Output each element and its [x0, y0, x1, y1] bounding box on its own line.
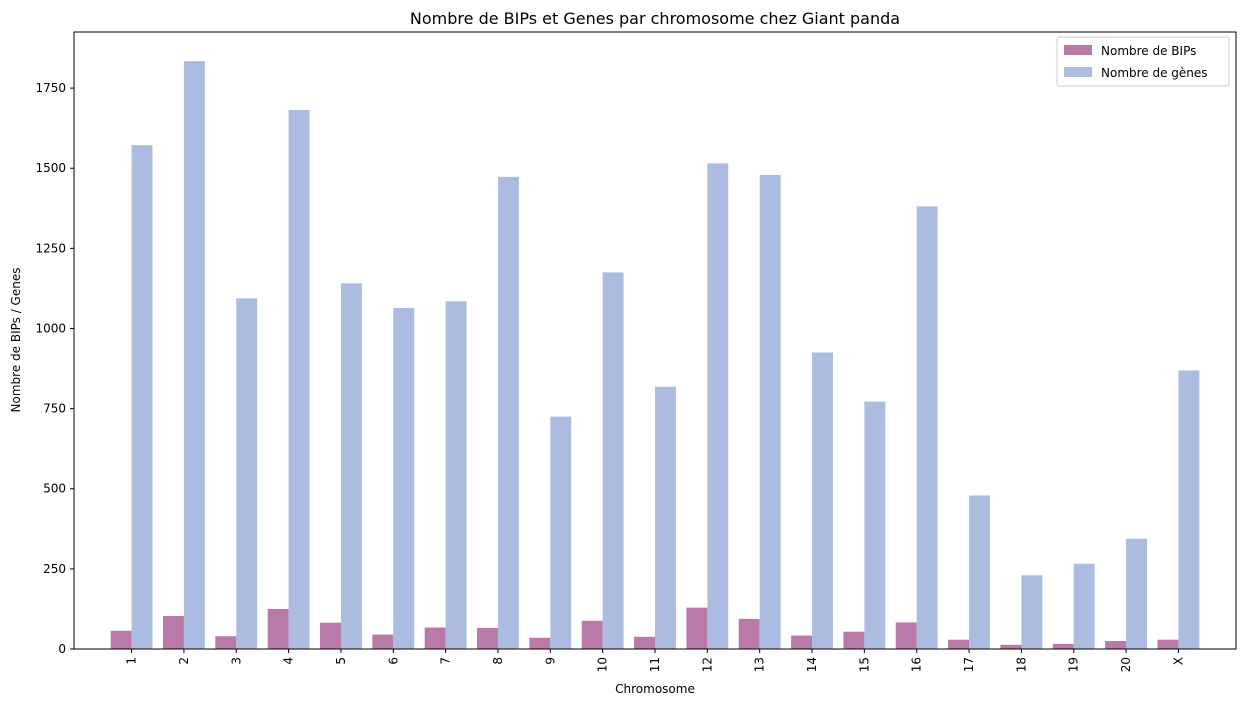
legend: Nombre de BIPs Nombre de gènes: [1056, 36, 1230, 87]
bar-bips-16: [895, 622, 917, 649]
bar-genes-8: [497, 176, 519, 649]
x-tick-label: X: [1171, 657, 1185, 665]
x-tick-label: 3: [229, 657, 243, 665]
x-tick-label: 20: [1119, 657, 1133, 672]
bar-genes-12: [707, 163, 729, 649]
x-tick-label: 17: [962, 657, 976, 672]
bar-genes-5: [340, 283, 362, 649]
bar-genes-16: [916, 206, 938, 650]
x-tick-label: 18: [1014, 657, 1028, 672]
x-tick-label: 19: [1067, 657, 1081, 672]
bar-bips-10: [581, 620, 603, 649]
y-tick-label: 250: [43, 562, 66, 576]
bar-genes-10: [602, 272, 624, 649]
legend-frame: [1056, 36, 1230, 87]
bar-bips-17: [948, 639, 970, 649]
x-tick-label: 11: [648, 657, 662, 672]
y-tick-label: 1500: [35, 161, 66, 175]
bar-bips-6: [372, 634, 394, 649]
x-tick-label: 1: [125, 657, 139, 665]
legend-label-genes: Nombre de gènes: [1101, 66, 1208, 80]
bar-genes-9: [550, 416, 572, 649]
bar-bips-3: [215, 636, 237, 649]
bar-bips-5: [320, 622, 341, 649]
bar-bips-4: [267, 608, 289, 649]
x-tick-label: 15: [857, 657, 871, 672]
y-tick-label: 1000: [35, 321, 66, 335]
x-axis-ticks: 1 2 3 4 5 6 7 8 9 10 11 12 13 14 15 16 17 18 19 20 X: [125, 649, 1185, 672]
bar-bips-19: [1052, 643, 1074, 649]
legend-label-bips: Nombre de BIPs: [1101, 44, 1196, 58]
x-tick-label: 5: [334, 657, 348, 665]
bar-genes-15: [864, 401, 886, 649]
bar-genes-6: [393, 307, 415, 649]
x-tick-label: 6: [386, 657, 400, 665]
x-tick-label: 4: [282, 657, 296, 665]
bar-bips-1: [110, 630, 132, 649]
bar-genes-1: [131, 145, 153, 649]
bar-bips-13: [738, 618, 760, 649]
x-tick-label: 13: [753, 657, 767, 672]
bar-genes-13: [759, 174, 781, 649]
bar-bips-2: [162, 615, 184, 649]
x-tick-label: 9: [543, 657, 557, 665]
bar-genes-19: [1073, 563, 1095, 649]
bar-bips-X: [1157, 639, 1179, 649]
y-tick-label: 750: [43, 402, 66, 416]
x-tick-label: 16: [910, 657, 924, 672]
chart-title: Nombre de BIPs et Genes par chromosome c…: [410, 9, 900, 28]
x-axis-label: Chromosome: [615, 682, 695, 696]
plot-frame: [73, 31, 1237, 650]
bar-bips-12: [686, 607, 708, 649]
bar-genes-17: [969, 495, 990, 649]
y-tick-label: 500: [43, 482, 66, 496]
x-tick-label: 7: [439, 657, 453, 665]
legend-swatch-bips: [1064, 45, 1092, 55]
bar-bips-14: [791, 635, 813, 649]
y-axis-ticks: 0 250 500 750 1000 1250 1500 1750: [35, 81, 74, 656]
bar-bips-20: [1105, 640, 1127, 649]
bar-bips-7: [424, 627, 446, 649]
bar-genes-4: [288, 109, 310, 649]
x-tick-label: 8: [491, 657, 505, 665]
bar-genes-2: [183, 61, 205, 650]
bar-genes-20: [1126, 538, 1148, 649]
bars-group: [110, 61, 1200, 650]
bar-genes-7: [445, 301, 467, 649]
bar-bips-11: [634, 636, 655, 649]
y-tick-label: 0: [58, 642, 66, 656]
y-tick-label: 1250: [35, 241, 66, 255]
legend-swatch-genes: [1064, 67, 1092, 77]
bar-bips-15: [843, 631, 865, 649]
bar-genes-18: [1021, 575, 1043, 649]
y-axis-label: Nombre de BIPs / Genes: [9, 268, 23, 413]
bar-genes-3: [236, 298, 258, 649]
x-tick-label: 14: [805, 657, 819, 672]
bar-bips-9: [529, 637, 551, 649]
bar-bips-18: [1000, 644, 1022, 649]
bar-bips-8: [477, 627, 498, 649]
bar-genes-14: [812, 352, 833, 649]
x-tick-label: 12: [700, 657, 714, 672]
x-tick-label: 10: [596, 657, 610, 672]
x-tick-label: 2: [177, 657, 191, 665]
bar-genes-X: [1178, 370, 1200, 649]
bar-genes-11: [655, 386, 676, 649]
y-tick-label: 1750: [35, 81, 66, 95]
